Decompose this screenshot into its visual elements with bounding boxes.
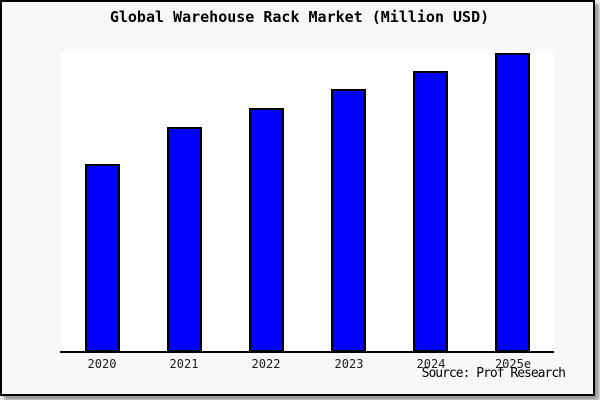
bar-2024	[413, 71, 449, 352]
plot-area	[61, 52, 554, 352]
x-tick-label-2023: 2023	[334, 357, 364, 371]
x-tick-label-2022: 2022	[251, 357, 281, 371]
bar-2022	[248, 108, 284, 352]
bar-2021	[166, 127, 202, 352]
x-axis-line	[60, 351, 554, 353]
x-tick-label-2021: 2021	[169, 357, 199, 371]
source-credit: Source: Prof Research	[421, 366, 566, 381]
bar-2020	[84, 164, 120, 352]
x-tick-label-2024: 2024	[416, 357, 446, 371]
x-tick-label-2025e: 2025e	[494, 357, 532, 371]
chart-title: Global Warehouse Rack Market (Million US…	[109, 8, 490, 26]
x-tick-label-2020: 2020	[87, 357, 117, 371]
bar-2023	[331, 89, 367, 352]
bar-2025e	[495, 53, 531, 352]
